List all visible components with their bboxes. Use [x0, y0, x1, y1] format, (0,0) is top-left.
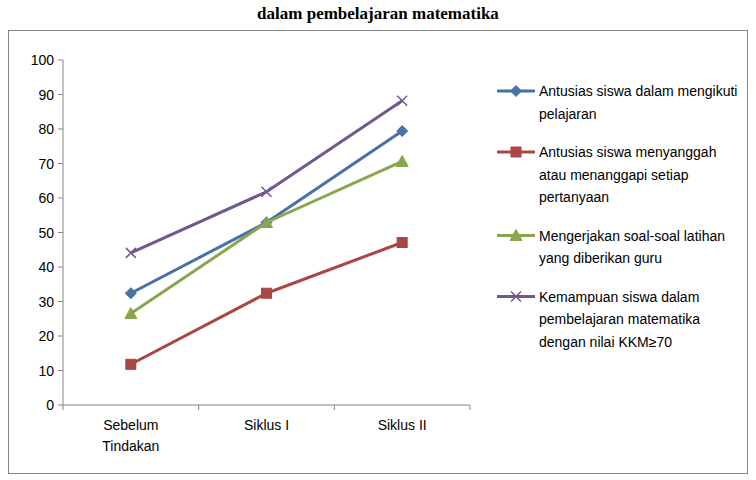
y-tick: [58, 370, 63, 371]
legend-label: Kemampuan siswa dalam pembelajaran matema…: [539, 289, 700, 350]
y-tick-label: 80: [38, 121, 54, 137]
text-line: atau menanggapi setiap: [539, 167, 689, 183]
y-tick: [58, 301, 63, 302]
text-line: pertanyaan: [539, 189, 609, 205]
y-tick-label: 50: [38, 225, 54, 241]
legend-marker: [511, 292, 521, 302]
series-line: [131, 131, 402, 293]
x-tick-label: Sebelum Tindakan: [102, 417, 159, 454]
chart-frame: [9, 31, 748, 474]
data-point: [397, 126, 408, 137]
y-tick-label: 100: [31, 52, 55, 68]
text-line: pembelajaran matematika: [539, 311, 700, 327]
data-point: [262, 288, 272, 298]
y-tick-label: 60: [38, 190, 54, 206]
y-tick: [58, 163, 63, 164]
text-line: Mengerjakan soal-soal latihan: [539, 228, 725, 244]
series-line: [131, 243, 402, 365]
text-line: Antusias siswa dalam mengikuti: [539, 83, 737, 99]
plot-area: [125, 96, 408, 370]
data-point: [397, 96, 407, 106]
y-tick-label: 0: [46, 397, 54, 413]
x-tick: [470, 405, 471, 410]
data-point: [126, 248, 136, 258]
x-tick-label: Siklus I: [244, 417, 289, 433]
y-tick: [58, 129, 63, 130]
x-tick: [63, 405, 64, 410]
y-tick-label: 70: [38, 156, 54, 172]
legend-label: Antusias siswa dalam mengikuti pelajaran: [539, 83, 737, 122]
text-line: Antusias siswa menyanggah: [539, 144, 716, 160]
y-tick-label: 40: [38, 259, 54, 275]
text-line: dengan nilai KKM≥70: [539, 334, 672, 350]
text-line: Sebelum: [103, 417, 158, 433]
legend-marker: [511, 147, 521, 157]
data-point: [126, 359, 136, 369]
text-line: Tindakan: [102, 438, 159, 454]
chart: dalam pembelajaran matematika 0 10 20 30 40 50…: [0, 0, 756, 480]
text-line: Kemampuan siswa dalam: [539, 289, 699, 305]
x-tick-label: Siklus II: [378, 417, 427, 433]
x-tick: [198, 405, 199, 410]
y-tick: [58, 405, 63, 406]
text-line: Siklus II: [378, 417, 427, 433]
legend-marker: [510, 230, 522, 241]
text-line: yang diberikan guru: [539, 250, 662, 266]
data-point: [261, 216, 273, 227]
y-tick-label: 10: [38, 363, 54, 379]
x-tick: [334, 405, 335, 410]
y-tick-label: 20: [38, 328, 54, 344]
x-axis: [63, 405, 470, 406]
y-tick-label: 30: [38, 294, 54, 310]
legend-marker: [511, 86, 522, 97]
title: dalam pembelajaran matematika: [257, 4, 499, 23]
y-tick: [58, 336, 63, 337]
legend-label: Antusias siswa menyanggah atau menanggapi…: [539, 144, 716, 205]
data-point: [261, 217, 272, 228]
text-line: pelajaran: [539, 106, 597, 122]
y-tick: [58, 267, 63, 268]
series-line: [131, 101, 402, 253]
series-line: [131, 161, 402, 313]
data-point: [262, 187, 272, 197]
y-tick: [58, 198, 63, 199]
data-point: [396, 155, 408, 166]
text-line: Siklus I: [244, 417, 289, 433]
legend-label: Mengerjakan soal-soal latihan yang diberi…: [539, 228, 725, 267]
data-point: [397, 238, 407, 248]
y-tick: [58, 94, 63, 95]
data-point: [125, 308, 137, 319]
y-tick: [58, 60, 63, 61]
data-point: [125, 288, 136, 299]
y-tick: [58, 232, 63, 233]
y-tick-label: 90: [38, 87, 54, 103]
